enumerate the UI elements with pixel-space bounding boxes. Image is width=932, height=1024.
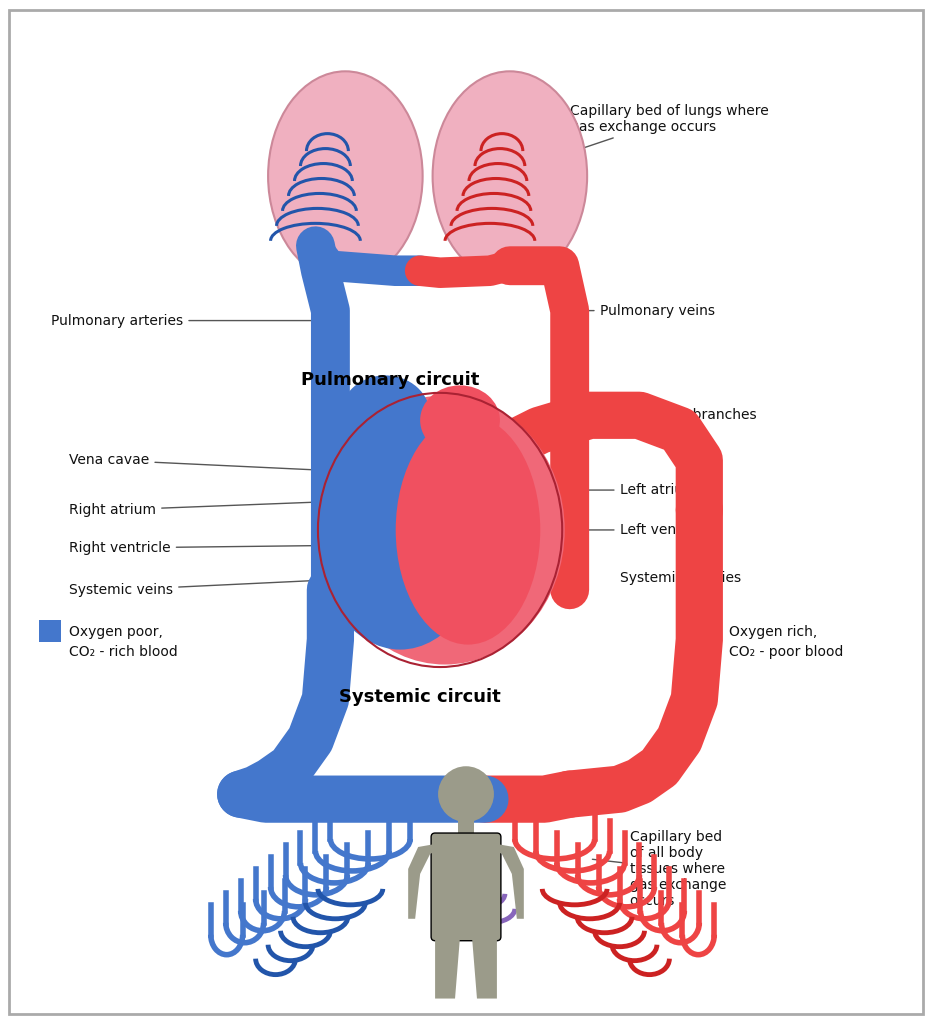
Text: Systemic circuit: Systemic circuit bbox=[339, 688, 501, 707]
Ellipse shape bbox=[325, 395, 565, 665]
Text: Aorta and branches: Aorta and branches bbox=[620, 409, 756, 430]
Polygon shape bbox=[408, 844, 440, 919]
Text: Left atrium: Left atrium bbox=[513, 483, 696, 497]
Ellipse shape bbox=[420, 385, 500, 456]
Text: Right ventricle: Right ventricle bbox=[69, 541, 377, 555]
Circle shape bbox=[438, 766, 494, 822]
Text: Oxygen rich,: Oxygen rich, bbox=[729, 625, 817, 639]
Text: CO₂ - poor blood: CO₂ - poor blood bbox=[729, 644, 843, 658]
Text: Vena cavae: Vena cavae bbox=[69, 454, 318, 470]
Text: CO₂ - rich blood: CO₂ - rich blood bbox=[69, 644, 178, 658]
Bar bbox=[458, 819, 474, 839]
Polygon shape bbox=[435, 937, 460, 998]
Text: Right atrium: Right atrium bbox=[69, 500, 367, 517]
Text: Pulmonary circuit: Pulmonary circuit bbox=[301, 372, 479, 389]
Text: Pulmonary veins: Pulmonary veins bbox=[570, 303, 715, 317]
Ellipse shape bbox=[432, 72, 587, 281]
Text: Systemic veins: Systemic veins bbox=[69, 580, 328, 597]
Ellipse shape bbox=[268, 72, 422, 281]
Text: Pulmonary arteries: Pulmonary arteries bbox=[51, 313, 312, 328]
Ellipse shape bbox=[396, 416, 541, 644]
Bar bbox=[39, 620, 62, 642]
Text: Oxygen poor,: Oxygen poor, bbox=[69, 625, 163, 639]
Text: Capillary bed
of all body
tissues where
gas exchange
occurs: Capillary bed of all body tissues where … bbox=[593, 829, 726, 908]
Text: Capillary bed of lungs where
gas exchange occurs: Capillary bed of lungs where gas exchang… bbox=[502, 104, 769, 175]
Text: Systemic arteries: Systemic arteries bbox=[620, 562, 741, 585]
Bar bbox=[699, 620, 721, 642]
Text: Left ventricle: Left ventricle bbox=[513, 523, 711, 537]
FancyBboxPatch shape bbox=[432, 834, 500, 941]
Ellipse shape bbox=[313, 400, 487, 649]
Ellipse shape bbox=[340, 376, 430, 456]
Polygon shape bbox=[492, 844, 524, 919]
Polygon shape bbox=[472, 937, 497, 998]
